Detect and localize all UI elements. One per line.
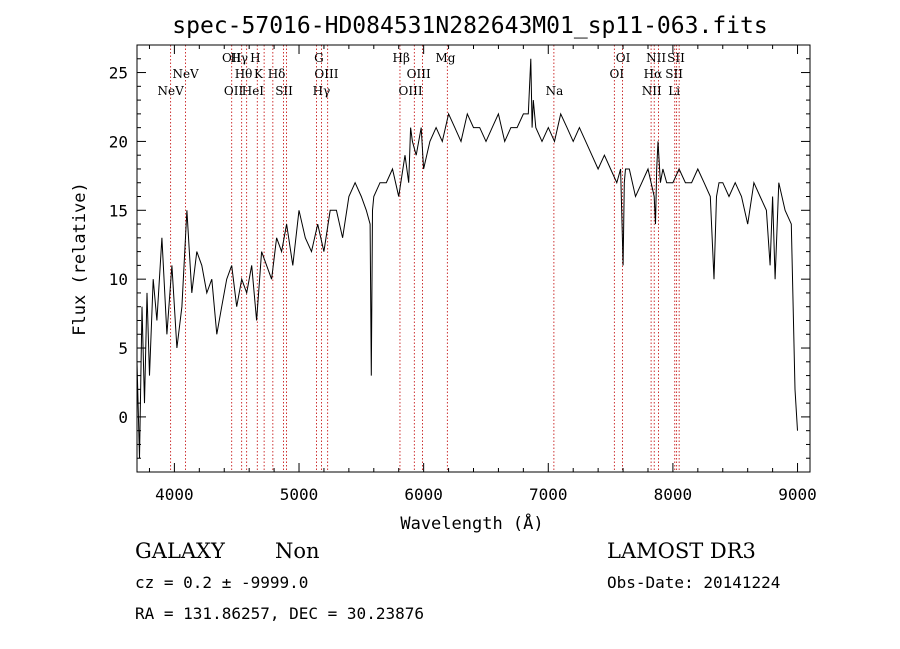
- line-label: OI: [616, 51, 631, 65]
- line-label: H: [250, 51, 260, 65]
- y-tick-label: 5: [118, 339, 128, 358]
- object-subclass: Non: [275, 539, 320, 563]
- line-label: OIII: [314, 67, 338, 81]
- line-label: Li: [668, 84, 680, 98]
- line-label: G: [314, 51, 324, 65]
- line-label: NeV: [172, 67, 199, 81]
- line-label: SII: [667, 51, 685, 65]
- line-label: OII: [222, 51, 242, 65]
- x-tick-label: 6000: [404, 485, 443, 504]
- line-label: Hγ: [313, 84, 331, 98]
- y-tick-label: 10: [109, 270, 128, 289]
- line-label: SII: [275, 84, 293, 98]
- line-label: OIII: [399, 84, 423, 98]
- line-label: NII: [646, 51, 666, 65]
- y-tick-label: 0: [118, 408, 128, 427]
- line-label: K: [254, 67, 264, 81]
- line-label: Mg: [435, 51, 455, 65]
- line-label: Hβ: [393, 51, 410, 65]
- line-label: NII: [642, 84, 662, 98]
- x-tick-label: 5000: [280, 485, 319, 504]
- line-label: OI: [610, 67, 625, 81]
- redshift-line: cz = 0.2 ± -9999.0: [135, 573, 308, 592]
- chart-title: spec-57016-HD084531N282643M01_sp11-063.f…: [172, 13, 767, 39]
- axis-ticks: 4000 5000 6000 7000 8000 9000 0 5 10 15 20 25: [109, 44, 817, 504]
- y-tick-label: 25: [109, 64, 128, 83]
- spectral-line-markers: [170, 45, 680, 472]
- line-label: Hγ: [230, 51, 248, 65]
- obs-date: Obs-Date: 20141224: [607, 573, 780, 592]
- line-label: NeV: [158, 84, 185, 98]
- line-label: OII: [224, 84, 244, 98]
- line-label: Hδ: [268, 67, 286, 81]
- line-label: HeI: [242, 84, 265, 98]
- y-axis-label: Flux (relative): [70, 182, 90, 336]
- line-label: Hα: [644, 67, 663, 81]
- y-tick-label: 15: [109, 201, 128, 220]
- line-label: Hθ: [235, 67, 253, 81]
- object-class: GALAXY: [135, 539, 226, 563]
- spectrum-series: [136, 58, 798, 459]
- y-tick-label: 20: [109, 132, 128, 151]
- x-tick-label: 4000: [155, 485, 194, 504]
- x-tick-label: 8000: [654, 485, 693, 504]
- survey-name: LAMOST DR3: [607, 539, 756, 563]
- coordinates-line: RA = 131.86257, DEC = 30.23876: [135, 604, 424, 623]
- spectrum-line: [136, 58, 798, 459]
- x-tick-label: 9000: [778, 485, 817, 504]
- x-axis-label: Wavelength (Å): [400, 512, 543, 534]
- x-tick-label: 7000: [529, 485, 568, 504]
- line-label: SII: [665, 67, 683, 81]
- line-label: OIII: [407, 67, 431, 81]
- line-label: Na: [546, 84, 564, 98]
